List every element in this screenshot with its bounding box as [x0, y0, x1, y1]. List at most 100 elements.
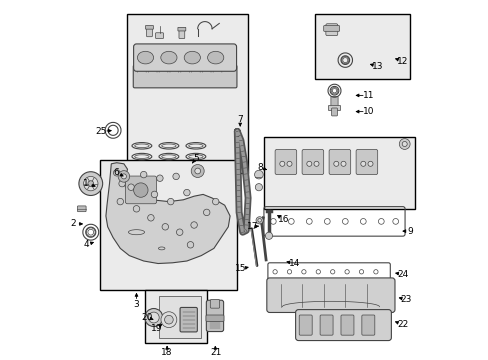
Circle shape: [133, 183, 148, 197]
FancyBboxPatch shape: [295, 310, 390, 341]
Bar: [127, 14, 247, 173]
FancyBboxPatch shape: [328, 149, 350, 175]
FancyBboxPatch shape: [133, 65, 237, 88]
Circle shape: [151, 191, 158, 198]
FancyBboxPatch shape: [328, 105, 340, 111]
Text: 19: 19: [150, 324, 162, 333]
Text: 4: 4: [83, 240, 89, 249]
Text: 17: 17: [246, 222, 258, 231]
Text: 3: 3: [133, 300, 139, 309]
Circle shape: [176, 229, 183, 235]
Circle shape: [133, 206, 140, 212]
Bar: [314, 14, 409, 79]
Circle shape: [333, 161, 338, 166]
Circle shape: [306, 161, 311, 166]
FancyBboxPatch shape: [330, 96, 337, 108]
Circle shape: [256, 217, 263, 224]
Bar: [101, 160, 237, 290]
FancyBboxPatch shape: [210, 300, 219, 308]
Text: 14: 14: [288, 259, 300, 268]
Circle shape: [183, 189, 190, 196]
Bar: [145, 290, 206, 343]
Text: 21: 21: [209, 348, 221, 357]
FancyBboxPatch shape: [133, 44, 236, 71]
FancyBboxPatch shape: [340, 315, 353, 335]
FancyBboxPatch shape: [302, 149, 323, 175]
Text: 11: 11: [362, 91, 374, 100]
FancyBboxPatch shape: [275, 149, 296, 175]
Text: 1: 1: [83, 179, 89, 188]
Circle shape: [194, 168, 200, 174]
Ellipse shape: [161, 51, 177, 64]
Circle shape: [190, 222, 197, 228]
Circle shape: [257, 219, 261, 222]
Circle shape: [147, 215, 154, 221]
Bar: [159, 296, 201, 338]
Circle shape: [172, 173, 179, 180]
FancyBboxPatch shape: [205, 315, 224, 321]
Circle shape: [340, 161, 346, 166]
FancyBboxPatch shape: [155, 33, 163, 39]
Polygon shape: [106, 163, 230, 264]
Text: 16: 16: [277, 215, 288, 224]
Circle shape: [255, 184, 262, 191]
Text: 12: 12: [396, 57, 408, 66]
Text: 2: 2: [71, 219, 76, 228]
Circle shape: [140, 171, 146, 178]
Circle shape: [360, 161, 365, 166]
FancyBboxPatch shape: [206, 300, 223, 332]
Circle shape: [401, 141, 407, 147]
FancyBboxPatch shape: [266, 278, 394, 312]
Circle shape: [148, 312, 159, 323]
FancyBboxPatch shape: [180, 307, 197, 332]
FancyBboxPatch shape: [331, 108, 337, 116]
Circle shape: [162, 224, 168, 230]
Circle shape: [212, 198, 219, 205]
Text: 13: 13: [371, 62, 383, 71]
Text: 6: 6: [114, 168, 120, 177]
Circle shape: [88, 181, 94, 186]
Circle shape: [161, 312, 177, 328]
Circle shape: [286, 161, 291, 166]
Circle shape: [313, 161, 318, 166]
Circle shape: [83, 176, 98, 191]
FancyBboxPatch shape: [299, 315, 311, 335]
Ellipse shape: [184, 51, 200, 64]
Text: 20: 20: [142, 313, 153, 322]
Text: 25: 25: [95, 127, 107, 136]
Circle shape: [119, 180, 125, 187]
Text: 9: 9: [407, 227, 412, 236]
Text: 22: 22: [396, 320, 407, 329]
FancyBboxPatch shape: [77, 206, 86, 212]
Circle shape: [254, 170, 263, 179]
Circle shape: [265, 232, 272, 239]
Text: 23: 23: [400, 295, 411, 304]
Circle shape: [367, 161, 372, 166]
Text: 8: 8: [257, 163, 263, 172]
Bar: [264, 137, 415, 209]
Circle shape: [113, 170, 120, 176]
FancyBboxPatch shape: [179, 28, 184, 39]
FancyBboxPatch shape: [146, 26, 152, 37]
Text: 15: 15: [235, 264, 246, 274]
Ellipse shape: [137, 51, 153, 64]
FancyBboxPatch shape: [320, 315, 332, 335]
Circle shape: [79, 172, 102, 195]
Circle shape: [118, 171, 129, 182]
Circle shape: [156, 175, 163, 181]
FancyBboxPatch shape: [145, 26, 153, 29]
Ellipse shape: [207, 51, 224, 64]
FancyBboxPatch shape: [323, 26, 339, 31]
FancyBboxPatch shape: [361, 315, 374, 335]
FancyBboxPatch shape: [125, 176, 156, 204]
Text: 24: 24: [396, 270, 407, 279]
Circle shape: [279, 161, 284, 166]
Text: 18: 18: [161, 348, 172, 357]
Text: 10: 10: [362, 107, 374, 116]
Circle shape: [117, 198, 123, 205]
Circle shape: [127, 184, 134, 190]
Circle shape: [167, 198, 174, 205]
Text: 5: 5: [193, 154, 198, 163]
Text: 7: 7: [237, 115, 243, 124]
Circle shape: [121, 174, 126, 179]
